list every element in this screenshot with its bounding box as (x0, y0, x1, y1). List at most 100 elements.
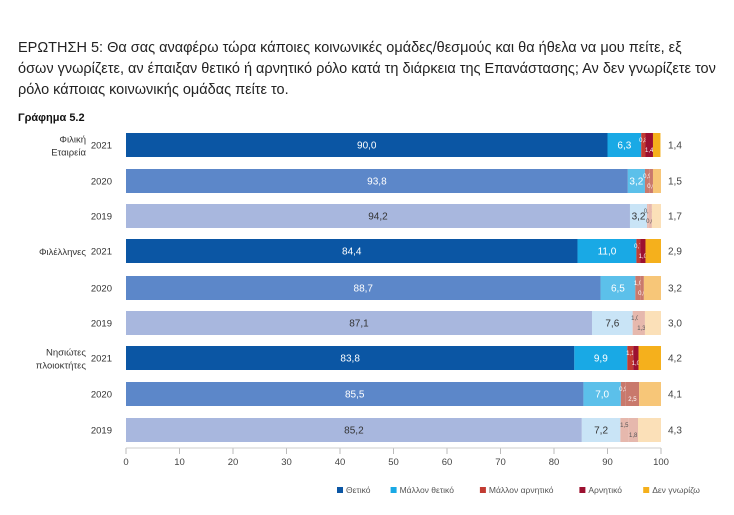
bar-segment (632, 311, 638, 335)
bar-segment (574, 346, 628, 370)
group-label: Νησιώτες (46, 348, 86, 359)
year-label: 2021 (91, 354, 112, 365)
legend-swatch (390, 487, 397, 493)
chart-title: Γράφημα 5.2 (18, 112, 85, 124)
x-tick-label: 0 (123, 457, 128, 468)
bar-segment (644, 311, 661, 335)
data-label: 94,2 (368, 212, 388, 223)
legend-label: Αρνητικό (588, 485, 622, 495)
bar-segment (635, 276, 641, 300)
data-label: 83,8 (340, 354, 360, 365)
legend-swatch (337, 487, 343, 493)
bar-segment (600, 276, 636, 300)
bar-segment (637, 418, 661, 442)
x-tick-label: 10 (174, 457, 185, 468)
data-label: 0,6 (638, 291, 647, 297)
bar-segment (644, 169, 650, 193)
data-label: 0,7 (634, 244, 643, 250)
bar-segment (636, 239, 641, 263)
bar-segment (583, 382, 621, 406)
legend-swatch (643, 487, 650, 493)
data-label: 6,3 (617, 141, 631, 152)
data-label: 9,9 (594, 354, 608, 365)
bar-segment (126, 418, 582, 442)
data-label: 4,2 (668, 354, 682, 365)
year-label: 2021 (91, 247, 112, 258)
x-tick-label: 50 (388, 457, 399, 468)
data-label: 1,5 (668, 177, 682, 188)
group-label: Φιλέλληνες (39, 247, 86, 258)
data-label: 1,0 (632, 361, 641, 367)
bar-segment (577, 239, 637, 263)
bar-segment (591, 311, 633, 335)
data-label: 7,2 (594, 426, 608, 437)
data-label: 0,9 (619, 387, 628, 393)
bar-segment (647, 204, 649, 228)
data-label: 1,0 (631, 316, 640, 322)
data-label: 84,4 (342, 247, 362, 258)
bar-segment (651, 204, 661, 228)
data-label: 0,9 (643, 174, 652, 180)
bar-segment (652, 133, 661, 157)
bar-segment (640, 239, 646, 263)
data-label: 93,8 (367, 177, 387, 188)
group-label: πλοιοκτήτες (36, 361, 87, 372)
bar-segment (648, 204, 652, 228)
x-tick-label: 70 (495, 457, 506, 468)
x-tick-label: 40 (335, 457, 346, 468)
bar-segment (620, 382, 626, 406)
data-label: 0,6 (646, 219, 655, 225)
group-label: Φιλική (59, 135, 86, 146)
bar-segment (638, 346, 661, 370)
data-label: 1,5 (620, 423, 629, 429)
year-label: 2020 (91, 390, 112, 401)
bar-segment (637, 311, 645, 335)
bar-segment (645, 133, 653, 157)
bar-segment (126, 346, 575, 370)
x-tick-label: 20 (228, 457, 239, 468)
bar-segment (126, 382, 584, 406)
bar-segment (607, 133, 642, 157)
x-tick-label: 80 (549, 457, 560, 468)
data-label: 11,0 (598, 247, 617, 258)
data-label: 0,8 (639, 138, 648, 144)
bar-segment (641, 133, 646, 157)
data-label: 87,1 (349, 319, 369, 330)
data-label: 7,6 (605, 319, 619, 330)
legend-label: Μάλλον αρνητικό (489, 485, 554, 495)
data-label: 2,5 (628, 397, 637, 403)
data-label: 3,0 (668, 319, 682, 330)
bar-segment (643, 276, 661, 300)
bar-segment (126, 311, 592, 335)
bar-segment (649, 169, 653, 193)
x-tick-label: 100 (653, 457, 669, 468)
data-label: 90,0 (357, 141, 377, 152)
data-label: 7,0 (595, 390, 609, 401)
data-label: 88,7 (354, 284, 374, 295)
legend-label: Μάλλον θετικό (400, 485, 455, 495)
data-label: 1,0 (634, 281, 643, 287)
x-tick-label: 30 (281, 457, 292, 468)
bar-segment (625, 382, 640, 406)
year-label: 2021 (91, 141, 112, 152)
data-label: 1,7 (668, 212, 682, 223)
legend-label: Δεν γνωρίζω (652, 485, 700, 495)
bar-segment (126, 239, 578, 263)
data-label: 3,2 (629, 177, 643, 188)
year-label: 2020 (91, 284, 112, 295)
year-label: 2019 (91, 319, 112, 330)
x-tick-label: 60 (442, 457, 453, 468)
data-label: 0,3 (644, 209, 653, 215)
bar-segment (627, 169, 645, 193)
data-label: 3,2 (668, 284, 682, 295)
data-label: 85,5 (345, 390, 365, 401)
bar-segment (627, 346, 634, 370)
question-text: ΕΡΩΤΗΣΗ 5: Θα σας αναφέρω τώρα κάποιες κ… (18, 40, 716, 98)
bar-segment (652, 169, 661, 193)
data-label: 1,4 (668, 141, 682, 152)
year-label: 2019 (91, 212, 112, 223)
data-label: 4,3 (668, 426, 682, 437)
data-label: 4,1 (668, 390, 682, 401)
bar-segment (633, 346, 639, 370)
data-label: 1,4 (645, 148, 654, 154)
